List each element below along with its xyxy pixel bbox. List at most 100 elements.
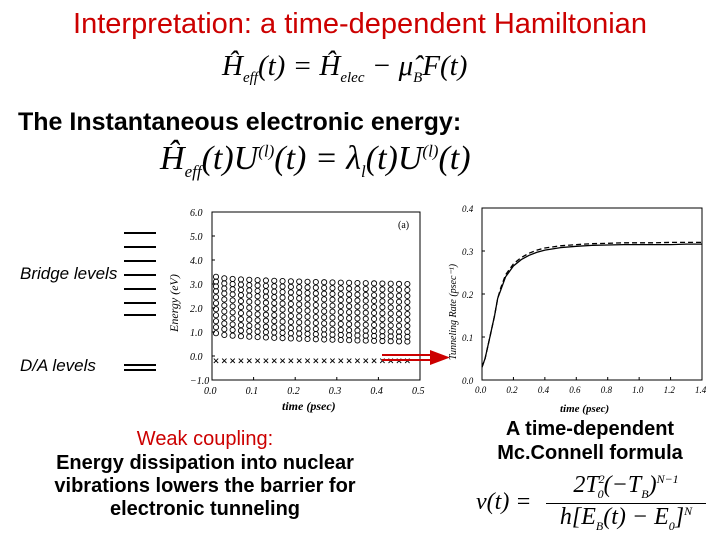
energy-level-point bbox=[387, 310, 394, 317]
energy-level-point bbox=[296, 319, 303, 326]
energy-level-point bbox=[329, 302, 336, 309]
energy-level-point bbox=[321, 290, 328, 297]
energy-level-point bbox=[287, 306, 294, 314]
caption-line: Energy dissipation into nuclear bbox=[56, 452, 354, 474]
energy-level-point bbox=[262, 305, 269, 312]
energy-level-point bbox=[362, 291, 369, 298]
energy-level-point bbox=[387, 280, 394, 287]
left-x-axis-label: time (psec) bbox=[282, 399, 336, 413]
energy-level-point bbox=[304, 313, 311, 320]
energy-level-point bbox=[362, 321, 369, 328]
energy-level-point bbox=[312, 290, 319, 297]
energy-level-point bbox=[279, 294, 286, 301]
energy-level-point bbox=[287, 289, 294, 296]
energy-level-point bbox=[279, 283, 286, 290]
energy-level-point bbox=[312, 313, 319, 321]
rate-curve-solid bbox=[481, 243, 702, 368]
eq1-field: F(t) bbox=[422, 50, 468, 82]
energy-level-point bbox=[404, 316, 411, 324]
energy-level-point bbox=[371, 292, 378, 299]
energy-level-point bbox=[221, 320, 228, 327]
energy-level-point bbox=[237, 316, 245, 323]
energy-level-point bbox=[346, 291, 353, 298]
energy-level-point bbox=[221, 285, 228, 292]
energy-level-point bbox=[362, 315, 369, 322]
eq3-numerator: 2T20(−TB)N−1 bbox=[546, 472, 706, 504]
energy-level-point bbox=[379, 310, 386, 317]
da-level-point bbox=[354, 358, 360, 364]
energy-level-point bbox=[329, 296, 336, 303]
energy-level-point bbox=[354, 332, 361, 339]
caption-dissipation: Energy dissipation into nuclear vibratio… bbox=[20, 452, 390, 521]
energy-level-point bbox=[404, 304, 411, 312]
tunneling-rate-chart: 0.0 0.2 0.4 0.6 0.8 1.0 1.2 1.4 0.4 0.3 0.2 0.1 0.0… bbox=[448, 204, 707, 415]
energy-level-point bbox=[271, 306, 278, 313]
right-x-tick-label: 0.4 bbox=[538, 385, 550, 395]
energy-level-point bbox=[312, 278, 319, 286]
energy-level-point bbox=[321, 284, 328, 291]
energy-level-point bbox=[246, 287, 253, 294]
energy-level-point bbox=[221, 326, 228, 333]
right-x-tick-label: 1.4 bbox=[695, 385, 707, 395]
da-level-point bbox=[329, 358, 335, 364]
left-panel-tag: (a) bbox=[398, 220, 409, 231]
energy-level-point bbox=[346, 321, 353, 328]
energy-level-point bbox=[237, 333, 245, 340]
eq3-denominator: h[EB(t) − E0]N bbox=[546, 504, 706, 534]
energy-level-point bbox=[379, 337, 386, 345]
energy-level-point bbox=[371, 321, 378, 329]
energy-level-point bbox=[354, 327, 361, 334]
energy-level-point bbox=[395, 292, 403, 299]
energy-level-point bbox=[379, 298, 386, 305]
energy-level-point bbox=[312, 331, 319, 338]
eq1-h-elec: Ĥ bbox=[319, 50, 341, 82]
da-level-point bbox=[313, 358, 319, 364]
eigenvalue-equation: Ĥeff(t)U(l)(t) = λl(t)U(l)(t) bbox=[160, 140, 471, 182]
energy-level-point bbox=[371, 337, 378, 344]
mcconnell-heading: A time-dependent Mc.Connell formula bbox=[470, 417, 710, 465]
energy-level-point bbox=[254, 311, 261, 318]
energy-level-point bbox=[304, 319, 311, 326]
eq3-fraction: 2T20(−TB)N−1 h[EB(t) − E0]N bbox=[546, 472, 706, 534]
energy-level-point bbox=[371, 315, 378, 323]
energy-level-point bbox=[404, 310, 411, 318]
energy-level-point bbox=[354, 279, 361, 287]
energy-level-point bbox=[212, 300, 220, 307]
energy-level-point bbox=[321, 308, 328, 315]
energy-level-point bbox=[262, 329, 269, 336]
energy-level-point bbox=[287, 278, 294, 285]
caption-line: vibrations lowers the barrier for bbox=[54, 475, 356, 497]
energy-level-point bbox=[404, 338, 411, 345]
da-level-point bbox=[230, 358, 236, 364]
energy-level-point bbox=[237, 286, 245, 293]
energy-level-point bbox=[229, 297, 236, 304]
energy-level-point bbox=[337, 314, 344, 321]
eq3-den-sub: B bbox=[595, 518, 604, 533]
right-x-tick-label: 0.2 bbox=[506, 385, 518, 395]
energy-level-point bbox=[404, 292, 411, 300]
energy-level-point bbox=[337, 308, 344, 315]
energy-level-point bbox=[362, 332, 369, 339]
energy-level-point bbox=[304, 278, 311, 285]
energy-level-point bbox=[229, 291, 236, 298]
bridge-levels-label: Bridge levels bbox=[20, 264, 118, 283]
energy-level-point bbox=[379, 304, 386, 311]
energy-level-point bbox=[329, 336, 336, 343]
energy-level-point bbox=[246, 282, 253, 289]
energy-level-point bbox=[354, 303, 361, 310]
eq3-den-close: ] bbox=[674, 503, 685, 530]
energy-level-point bbox=[296, 284, 303, 291]
energy-level-point bbox=[287, 300, 294, 308]
right-x-tick-label: 0.6 bbox=[569, 385, 581, 395]
energy-level-point bbox=[346, 297, 353, 304]
energy-level-point bbox=[346, 337, 353, 344]
energy-level-point bbox=[329, 331, 336, 338]
energy-level-point bbox=[229, 315, 236, 322]
caption-weak-coupling: Weak coupling: bbox=[136, 428, 274, 450]
energy-level-point bbox=[254, 328, 261, 335]
left-y-tick-label: 2.0 bbox=[190, 304, 203, 315]
energy-level-point bbox=[346, 303, 353, 310]
energy-level-point bbox=[371, 327, 378, 335]
energy-level-point bbox=[262, 288, 269, 295]
energy-level-point bbox=[254, 305, 261, 312]
